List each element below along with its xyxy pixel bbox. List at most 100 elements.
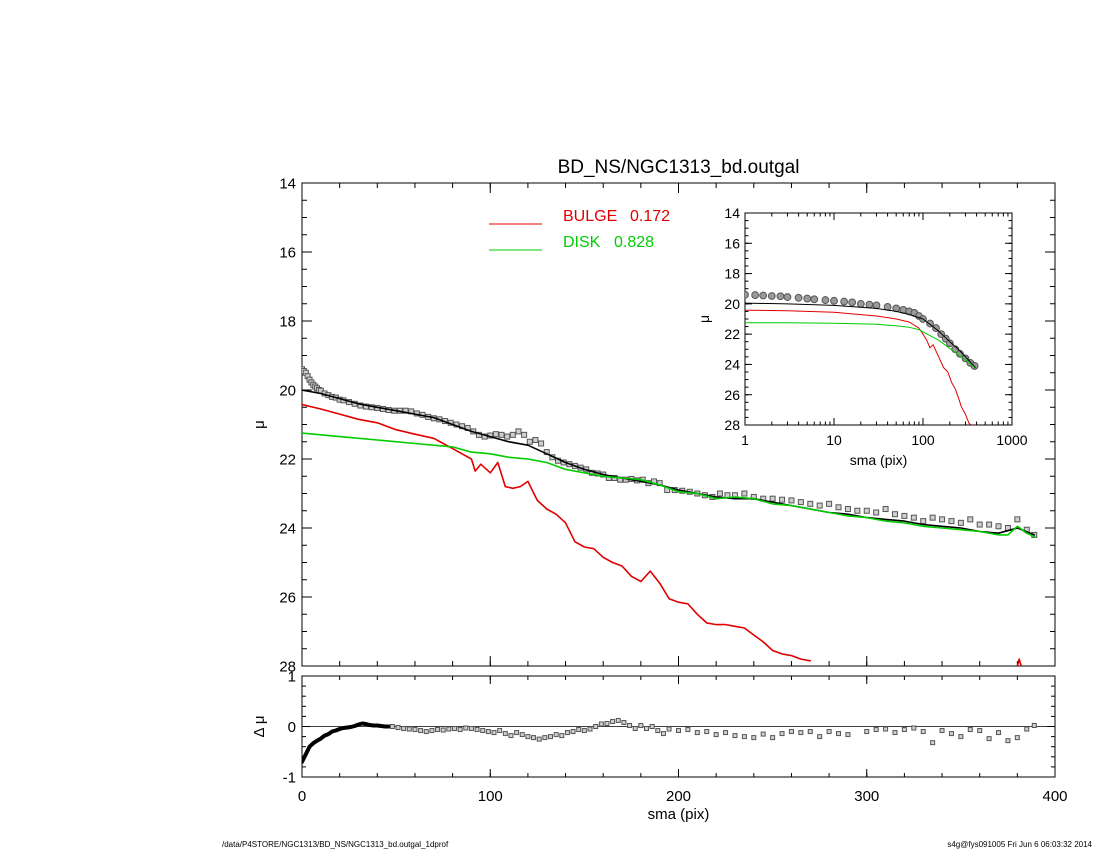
y-tick-label: 26	[724, 387, 740, 403]
data-point-residual_points	[564, 730, 570, 736]
data-point-residual_points	[873, 727, 879, 733]
series-residual_thick-line	[302, 721, 391, 764]
x-tick-label: 1000	[996, 432, 1027, 448]
data-point-observed	[995, 523, 1002, 530]
data-point-residual_points	[401, 726, 407, 732]
data-point-residual_points	[412, 727, 418, 733]
data-point-residual_points	[440, 727, 446, 733]
y-axis-label: μ	[251, 420, 268, 429]
axes-frame	[744, 212, 1013, 426]
data-point-residual_points	[508, 733, 514, 739]
data-point-observed	[957, 519, 964, 526]
data-point-observed	[891, 511, 898, 518]
data-point-observed	[521, 431, 528, 438]
data-point-observed	[986, 521, 993, 528]
data-point-observed	[481, 433, 488, 440]
data-point-residual_points	[435, 727, 441, 733]
data-point-observed	[807, 500, 814, 507]
chart-title: BD_NS/NGC1313_bd.outgal	[558, 157, 800, 178]
data-point-residual_points	[389, 724, 395, 729]
data-point-residual_points	[845, 732, 851, 738]
data-point-residual_points	[468, 726, 474, 732]
data-point-residual_points	[798, 730, 804, 736]
x-tick-label: 200	[666, 788, 691, 805]
y-tick-label: 18	[279, 313, 296, 330]
legend-label-bulge: BULGE	[563, 208, 617, 225]
series-disk-line	[302, 432, 1036, 538]
data-point-residual_points	[770, 735, 776, 741]
data-point-observed	[363, 403, 370, 410]
data-point-residual_points	[610, 718, 616, 724]
data-point-residual_points	[1031, 722, 1037, 728]
y-tick-label: 16	[724, 235, 740, 251]
data-point-residual_points	[502, 731, 508, 737]
data-point-residual_points	[491, 730, 497, 736]
data-point-residual_points	[723, 730, 729, 736]
data-point-observed	[821, 296, 830, 304]
data-point-observed	[865, 300, 874, 309]
data-point-residual_points	[418, 728, 424, 734]
data-point-observed	[769, 495, 776, 502]
y-axis-label: Δ μ	[251, 715, 268, 737]
y-tick-label: 20	[279, 382, 296, 399]
series-model_total-line	[745, 302, 976, 368]
data-point-observed	[515, 428, 522, 435]
data-point-residual_points	[406, 726, 412, 732]
data-point-observed	[873, 509, 880, 516]
data-point-residual_points	[948, 731, 954, 737]
data-point-residual_points	[977, 728, 983, 734]
data-point-observed	[767, 292, 776, 300]
data-point-residual_points	[660, 731, 666, 737]
data-point-residual_points	[643, 726, 649, 732]
y-tick-label: 14	[279, 175, 296, 192]
data-point-residual_points	[463, 725, 469, 731]
data-point-residual_points	[581, 728, 587, 734]
x-tick-label: 1	[741, 432, 749, 448]
data-point-observed	[945, 339, 954, 348]
series-group	[302, 717, 1037, 764]
data-point-residual_points	[807, 729, 813, 735]
data-point-residual_points	[649, 724, 655, 729]
data-point-observed	[816, 502, 823, 509]
data-point-residual_points	[1005, 738, 1011, 744]
y-tick-label: 14	[724, 205, 740, 221]
data-point-residual_points	[604, 720, 610, 726]
data-point-observed	[532, 437, 539, 444]
legend-label-disk: DISK	[563, 234, 601, 251]
data-point-residual_points	[817, 734, 823, 740]
data-point-residual_points	[760, 731, 766, 737]
data-point-residual_points	[485, 729, 491, 735]
data-point-residual_points	[423, 729, 429, 735]
data-point-observed	[504, 433, 511, 440]
data-point-residual_points	[920, 729, 926, 735]
data-point-residual_points	[547, 734, 553, 740]
data-point-observed	[1014, 516, 1021, 523]
data-point-residual_points	[576, 727, 582, 733]
y-tick-label: 26	[279, 589, 296, 606]
data-point-residual_points	[615, 717, 621, 723]
legend-value-disk: 0.828	[614, 234, 654, 251]
data-point-residual_points	[621, 719, 627, 725]
data-point-observed	[751, 291, 760, 299]
x-axis-label: sma (pix)	[648, 806, 710, 823]
data-point-residual_points	[559, 733, 565, 739]
data-point-residual_points	[694, 730, 700, 736]
y-tick-label: 16	[279, 244, 296, 261]
y-tick-label: 24	[279, 520, 296, 537]
data-point-observed	[840, 297, 849, 306]
data-point-residual_points	[457, 727, 463, 733]
data-point-residual_points	[525, 734, 531, 740]
inset-plot-panel: 1 10 100 1000 14 16 18 20 22 24 26 28 sma (pix) μ	[696, 205, 1028, 468]
y-tick-label: 18	[724, 266, 740, 282]
data-point-observed	[856, 299, 865, 308]
footer-file-path: /data/P4STORE/NGC1313/BD_NS/NGC1313_bd.o…	[222, 840, 449, 849]
y-tick-label: 28	[724, 417, 740, 433]
data-point-observed	[776, 292, 785, 301]
data-point-residual_points	[638, 722, 644, 728]
data-point-observed	[854, 507, 861, 514]
y-tick-label: 1	[288, 668, 296, 685]
data-point-observed	[961, 354, 970, 363]
data-point-observed	[844, 506, 851, 513]
y-axis-label: μ	[696, 315, 712, 323]
data-point-observed	[779, 496, 786, 503]
